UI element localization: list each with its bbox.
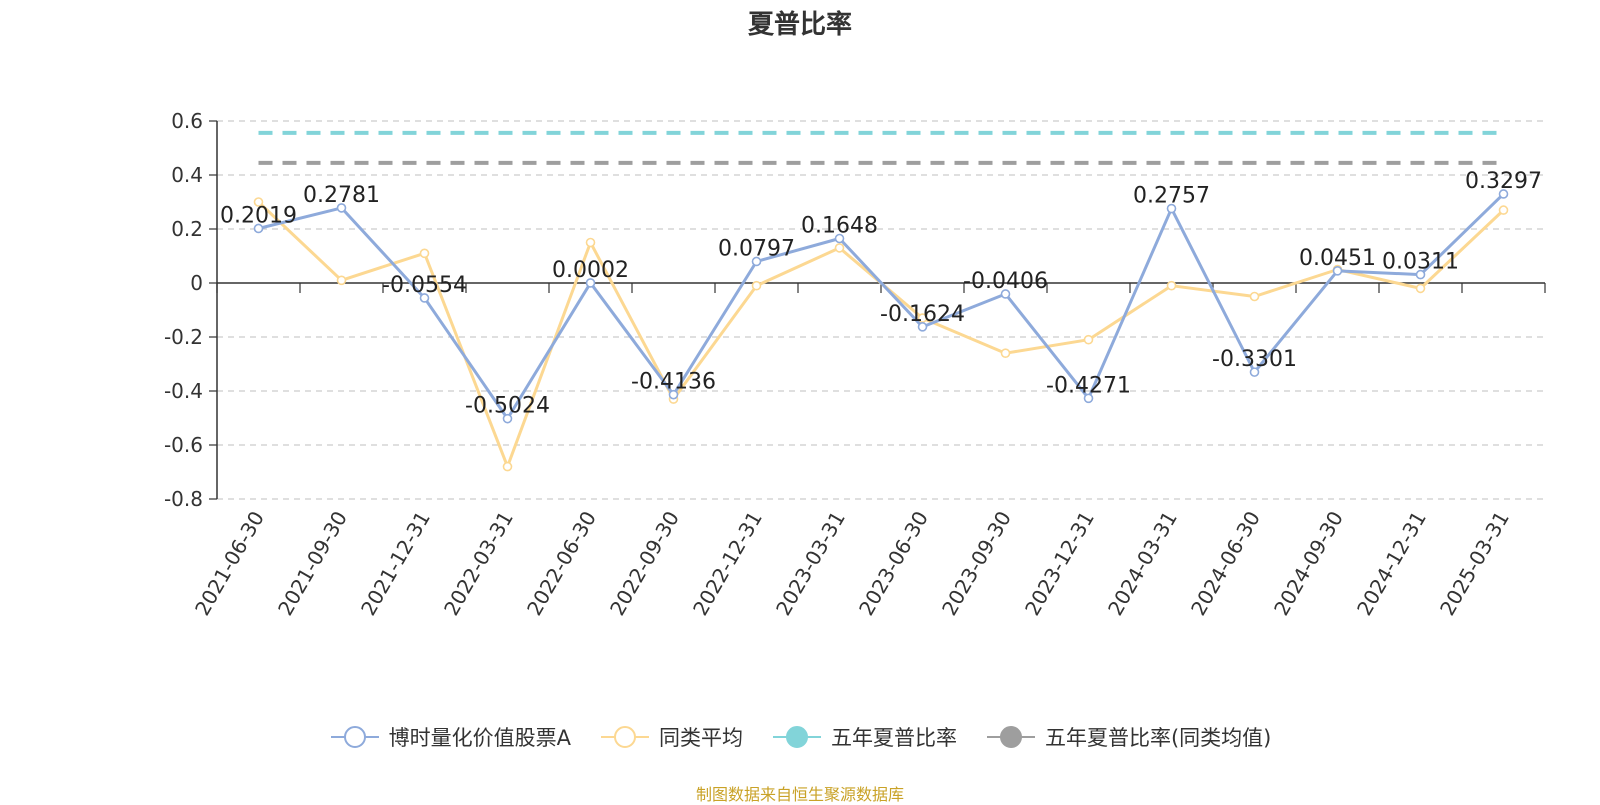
data-label: -0.4271 — [1046, 373, 1131, 398]
x-tick-label: 2022-03-31 — [439, 507, 518, 620]
legend-marker-icon — [600, 726, 649, 748]
y-tick-label: 0.4 — [171, 163, 203, 187]
data-point — [917, 322, 928, 332]
legend-marker-icon — [772, 726, 821, 748]
data-point — [253, 223, 264, 234]
data-point — [419, 293, 430, 303]
y-tick-label: -0.6 — [164, 433, 203, 457]
data-point — [336, 203, 347, 213]
grid-lines — [217, 120, 1545, 500]
x-tick-label: 2023-03-31 — [771, 507, 850, 620]
data-label: 0.0311 — [1382, 250, 1459, 275]
data-point — [1000, 348, 1011, 359]
data-point — [585, 237, 596, 248]
data-label: -0.5024 — [465, 394, 550, 419]
x-tick-label: 2021-09-30 — [273, 507, 352, 620]
y-tick-label: -0.4 — [164, 379, 203, 403]
legend-marker-icon — [986, 726, 1035, 748]
data-point — [1166, 280, 1177, 291]
data-point — [1166, 203, 1177, 214]
legend-item[interactable]: 同类平均 — [599, 722, 743, 752]
data-label: 0.0002 — [552, 258, 629, 283]
data-label: -0.1624 — [880, 302, 965, 327]
data-label: 0.0797 — [718, 236, 795, 261]
y-tick-label: 0.6 — [171, 109, 203, 133]
data-point — [834, 243, 845, 253]
data-label: 0.0451 — [1299, 246, 1376, 271]
legend-circle — [999, 726, 1022, 748]
data-point — [585, 278, 596, 288]
series-line — [257, 200, 1505, 469]
data-point — [1249, 291, 1260, 302]
data-label: 0.2019 — [220, 203, 297, 228]
series-line — [258, 192, 1505, 421]
x-tick-label: 2022-09-30 — [605, 507, 684, 620]
y-tick-label: -0.8 — [164, 487, 203, 511]
y-tick-label: -0.2 — [164, 325, 203, 349]
legend-item[interactable]: 博时量化价值股票A — [329, 722, 571, 752]
x-tick-label: 2024-03-31 — [1103, 507, 1182, 620]
chart-title: 夏普比率 — [747, 10, 852, 40]
data-point — [253, 197, 264, 207]
legend-circle — [785, 726, 808, 748]
data-point — [1415, 283, 1426, 294]
legend-label: 五年夏普比率(同类均值) — [1044, 726, 1272, 750]
x-tick-label: 2024-09-30 — [1269, 507, 1348, 620]
x-tick-label: 2024-12-31 — [1352, 507, 1431, 620]
data-point — [1498, 189, 1509, 199]
reference-lines — [258, 130, 1504, 165]
legend-item[interactable]: 五年夏普比率(同类均值) — [985, 722, 1271, 752]
data-label: -0.4136 — [631, 370, 716, 395]
data-point — [1249, 367, 1260, 377]
data-point — [1000, 289, 1011, 299]
data-label: -0.0406 — [963, 269, 1048, 294]
data-label: -0.0554 — [382, 273, 467, 298]
legend: 博时量化价值股票A 同类平均 五年夏普比率 五年夏普比率(同类均值) — [0, 722, 1600, 752]
x-tick-label: 2023-09-30 — [937, 507, 1016, 620]
legend-item[interactable]: 五年夏普比率 — [771, 722, 957, 752]
x-tick-label: 2021-06-30 — [190, 507, 269, 620]
data-label: 0.2781 — [303, 183, 380, 208]
data-point — [1415, 269, 1426, 280]
source-note: 制图数据来自恒生聚源数据库 — [695, 785, 904, 804]
x-tick-label: 2022-06-30 — [522, 507, 601, 620]
x-tick-label: 2022-12-31 — [688, 507, 767, 620]
data-point — [834, 233, 845, 244]
data-label: 0.3297 — [1465, 169, 1542, 194]
data-point — [502, 461, 513, 472]
data-point — [419, 248, 430, 259]
data-point — [336, 275, 347, 286]
series-lines — [253, 189, 1509, 472]
legend-circle — [343, 726, 366, 748]
data-point — [751, 280, 762, 291]
data-label: -0.3301 — [1212, 347, 1297, 372]
legend-circle — [613, 726, 636, 748]
legend-marker-icon — [330, 726, 379, 748]
legend-label: 同类平均 — [658, 726, 743, 750]
data-point — [751, 256, 762, 267]
y-tick-label: 0.2 — [171, 217, 203, 241]
x-tick-label: 2023-06-30 — [854, 507, 933, 620]
legend-label: 五年夏普比率 — [830, 726, 957, 750]
x-tick-label: 2024-06-30 — [1186, 507, 1265, 620]
x-tick-label: 2021-12-31 — [356, 507, 435, 620]
x-tick-label: 2023-12-31 — [1020, 507, 1099, 620]
data-point — [1498, 205, 1509, 215]
data-point — [502, 413, 513, 424]
data-point — [668, 389, 679, 400]
data-point — [1083, 334, 1094, 345]
data-point — [1083, 393, 1094, 404]
y-tick-label: 0 — [190, 271, 203, 295]
data-label: 0.1648 — [801, 214, 878, 239]
data-label: 0.2757 — [1133, 184, 1210, 209]
x-tick-label: 2025-03-31 — [1435, 507, 1514, 620]
data-point — [1332, 266, 1343, 276]
legend-label: 博时量化价值股票A — [388, 726, 571, 750]
